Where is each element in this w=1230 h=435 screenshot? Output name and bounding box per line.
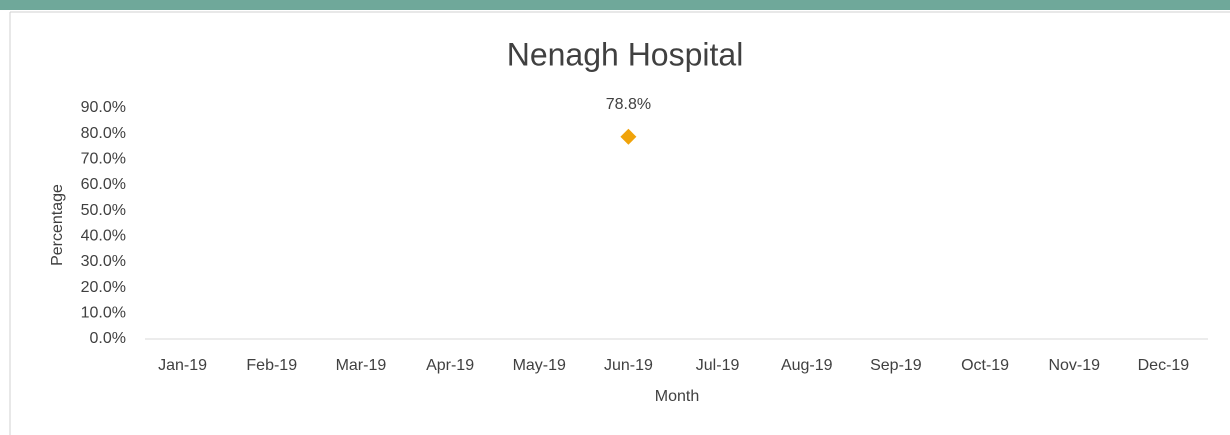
y-tick-label: 40.0% (81, 228, 126, 245)
x-tick-label: Mar-19 (336, 357, 387, 374)
y-tick-label: 60.0% (81, 176, 126, 193)
y-tick-label: 70.0% (81, 151, 126, 168)
y-tick-label: 50.0% (81, 202, 126, 219)
x-axis-label: Month (655, 388, 699, 405)
y-axis-label: Percentage (49, 184, 66, 266)
header-bar (0, 0, 1230, 10)
x-tick-label: Oct-19 (961, 357, 1009, 374)
data-point (620, 128, 637, 145)
chart-title: Nenagh Hospital (507, 36, 744, 72)
x-tick-label: Apr-19 (426, 357, 474, 374)
data-label: 78.8% (606, 96, 651, 113)
x-tick-label: Feb-19 (246, 357, 297, 374)
x-tick-label: Jul-19 (696, 357, 740, 374)
x-tick-label: Nov-19 (1048, 357, 1100, 374)
y-tick-label: 80.0% (81, 125, 126, 142)
x-tick-label: May-19 (513, 357, 566, 374)
x-tick-label: Aug-19 (781, 357, 833, 374)
y-tick-label: 0.0% (90, 330, 126, 347)
x-tick-label: Sep-19 (870, 357, 922, 374)
y-tick-label: 90.0% (81, 99, 126, 116)
x-tick-label: Jun-19 (604, 357, 653, 374)
y-tick-label: 30.0% (81, 253, 126, 270)
y-tick-label: 10.0% (81, 305, 126, 322)
y-tick-label: 20.0% (81, 279, 126, 296)
x-tick-label: Dec-19 (1138, 357, 1190, 374)
x-tick-label: Jan-19 (158, 357, 207, 374)
